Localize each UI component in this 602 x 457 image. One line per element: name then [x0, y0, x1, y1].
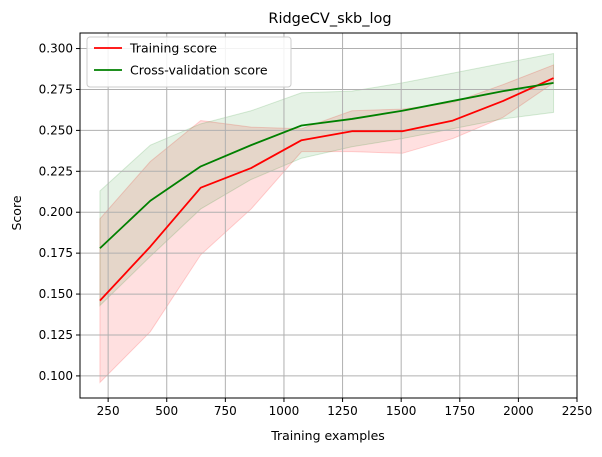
x-tick-label: 1000 — [269, 404, 300, 418]
x-axis-label: Training examples — [270, 428, 385, 443]
y-axis-label: Score — [9, 195, 24, 230]
x-tick-label: 250 — [97, 404, 120, 418]
series-line-training — [99, 77, 554, 302]
x-tick-label: 750 — [214, 404, 237, 418]
x-tick-label: 1750 — [445, 404, 476, 418]
y-tick-label: 0.125 — [39, 328, 73, 342]
plot-area-frame — [79, 32, 578, 399]
y-tick-label: 0.100 — [39, 369, 73, 383]
series-lines — [99, 77, 554, 302]
y-tick-label: 0.250 — [39, 123, 73, 137]
legend: Training score Cross-validation score — [86, 36, 292, 88]
x-tick-label: 2000 — [503, 404, 534, 418]
y-tick-label: 0.300 — [39, 42, 73, 56]
y-tick-label: 0.175 — [39, 246, 73, 260]
confidence-band-cross-validation — [99, 52, 555, 307]
y-tick-label: 0.150 — [39, 287, 73, 301]
x-tick-label: 1250 — [327, 404, 358, 418]
y-tick-label: 0.200 — [39, 205, 73, 219]
x-tick-label: 1500 — [386, 404, 417, 418]
x-tick-label: 500 — [155, 404, 178, 418]
legend-label-training: Training score — [129, 41, 217, 56]
chart-title: RidgeCV_skb_log — [268, 11, 391, 27]
series-line-cross-validation — [99, 82, 554, 249]
legend-frame — [86, 36, 292, 88]
axis-ticks: 250 500 750 1000 1250 1500 1750 2000 2250 0.100 0.… — [39, 42, 593, 418]
legend-label-cross-validation: Cross-validation score — [130, 63, 268, 78]
x-tick-label: 2250 — [562, 404, 593, 418]
y-tick-label: 0.225 — [39, 164, 73, 178]
y-tick-label: 0.275 — [39, 82, 73, 96]
